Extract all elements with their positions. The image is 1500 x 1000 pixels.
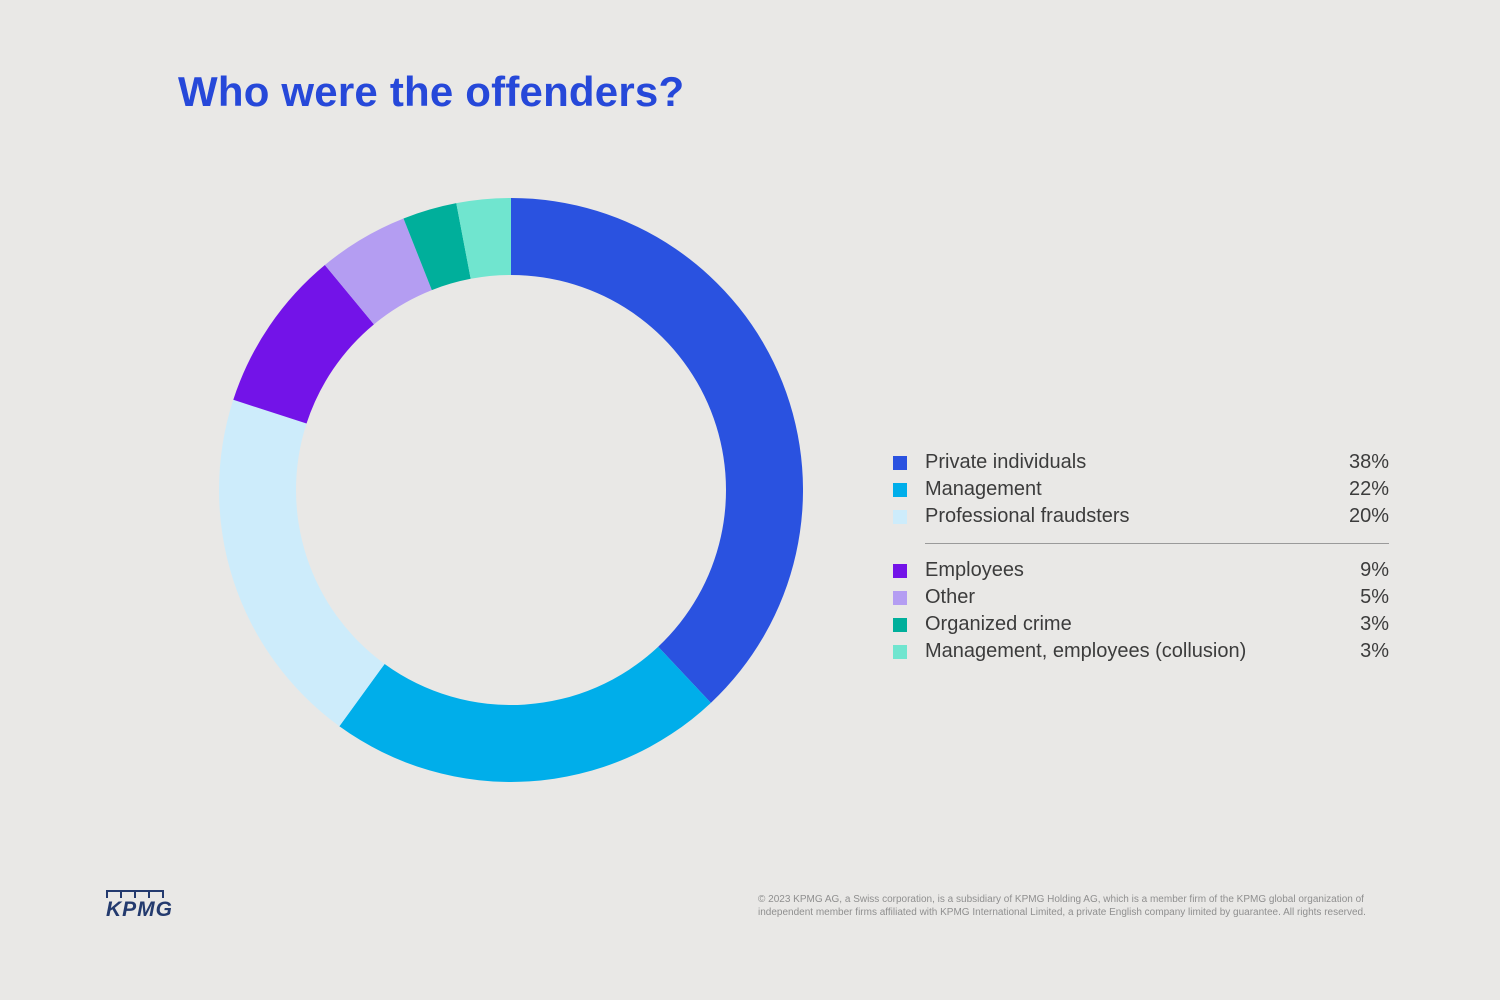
legend-value: 5%	[1360, 586, 1389, 608]
kpmg-logo-text: KPMG	[106, 898, 176, 922]
donut-segment-employees	[233, 265, 374, 424]
legend-value: 9%	[1360, 559, 1389, 581]
donut-segment-other	[324, 218, 432, 325]
legend-divider	[925, 543, 1389, 544]
legend: Private individuals 38% Management 22% P…	[893, 449, 1389, 665]
legend-swatch	[893, 563, 907, 578]
donut-segment-professional-fraudsters	[219, 399, 385, 727]
donut-segment-management-employees-collusion	[456, 198, 511, 279]
legend-label: Management	[925, 478, 1042, 500]
legend-item: Management 22%	[893, 476, 1389, 503]
copyright-text: © 2023 KPMG AG, a Swiss corporation, is …	[758, 894, 1366, 918]
legend-item: Professional fraudsters 20%	[893, 503, 1389, 530]
legend-label: Management, employees (collusion)	[925, 640, 1247, 662]
legend-value: 3%	[1360, 613, 1389, 635]
legend-swatch	[893, 590, 907, 605]
legend-value: 38%	[1348, 451, 1389, 473]
legend-label: Organized crime	[925, 613, 1072, 635]
legend-swatch	[893, 509, 907, 524]
legend-value: 22%	[1348, 478, 1389, 500]
legend-item: Other 5%	[893, 584, 1389, 611]
donut-chart	[219, 198, 803, 782]
donut-chart-svg	[219, 198, 803, 782]
legend-swatch	[893, 482, 907, 497]
legend-label: Professional fraudsters	[925, 505, 1130, 527]
legend-item: Employees 9%	[893, 557, 1389, 584]
legend-item: Organized crime 3%	[893, 611, 1389, 638]
legend-swatch	[893, 455, 907, 470]
donut-segment-organized-crime	[403, 203, 471, 291]
legend-item: Management, employees (collusion) 3%	[893, 638, 1389, 665]
page-title: Who were the offenders?	[178, 68, 685, 115]
legend-value: 3%	[1360, 640, 1389, 662]
legend-label: Employees	[925, 559, 1024, 581]
legend-swatch	[893, 644, 907, 659]
donut-segment-private-individuals	[511, 198, 803, 703]
kpmg-logo: KPMG	[106, 890, 196, 922]
legend-item: Private individuals 38%	[893, 449, 1389, 476]
legend-label: Other	[925, 586, 976, 608]
donut-segment-management	[339, 646, 711, 782]
legend-label: Private individuals	[925, 451, 1087, 473]
legend-value: 20%	[1348, 505, 1389, 527]
legend-swatch	[893, 617, 907, 632]
